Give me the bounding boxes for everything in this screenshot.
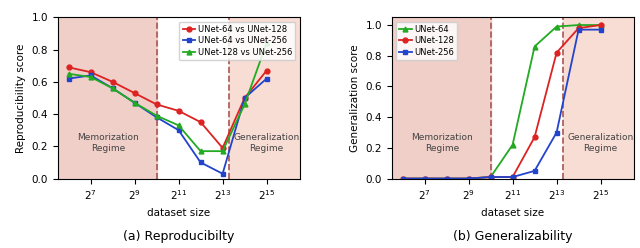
UNet-64: [420, 177, 428, 180]
UNet-64 vs UNet-128: [263, 69, 271, 72]
Title: (a) Reproducibilty: (a) Reproducibilty: [123, 230, 234, 243]
UNet-64 vs UNet-256: [219, 172, 227, 175]
UNet-64 vs UNet-128: [219, 146, 227, 149]
UNet-256: [531, 169, 538, 172]
Line: UNet-128: UNet-128: [400, 23, 603, 181]
Text: Memorization
Regime: Memorization Regime: [412, 133, 473, 153]
UNet-64 vs UNet-256: [131, 101, 138, 104]
UNet-64: [596, 24, 604, 27]
UNet-64: [509, 143, 516, 146]
UNet-64: [465, 177, 472, 180]
UNet-128 vs UNet-256: [219, 150, 227, 153]
X-axis label: dataset size: dataset size: [481, 208, 544, 218]
UNet-128: [575, 27, 582, 30]
UNet-64 vs UNet-128: [65, 66, 72, 69]
UNet-64 vs UNet-128: [241, 96, 248, 99]
UNet-256: [509, 176, 516, 179]
UNet-256: [465, 177, 472, 180]
UNet-64 vs UNet-128: [153, 103, 161, 106]
UNet-64 vs UNet-256: [153, 116, 161, 119]
UNet-64: [575, 24, 582, 27]
UNet-128 vs UNet-256: [131, 101, 138, 104]
UNet-64: [399, 177, 406, 180]
UNet-64 vs UNet-256: [87, 74, 95, 77]
UNet-128: [596, 24, 604, 27]
UNet-128 vs UNet-256: [87, 75, 95, 78]
UNet-64 vs UNet-256: [175, 129, 182, 132]
Line: UNet-64 vs UNet-256: UNet-64 vs UNet-256: [66, 73, 269, 176]
UNet-128 vs UNet-256: [153, 114, 161, 117]
Line: UNet-256: UNet-256: [400, 27, 603, 181]
Line: UNet-64: UNet-64: [400, 23, 603, 181]
Text: Generalization
Regime: Generalization Regime: [568, 133, 634, 153]
UNet-128: [487, 176, 495, 179]
Line: UNet-64 vs UNet-128: UNet-64 vs UNet-128: [66, 65, 269, 150]
Bar: [58, 17, 157, 179]
UNet-256: [596, 28, 604, 31]
UNet-64 vs UNet-256: [65, 77, 72, 80]
UNet-64: [531, 45, 538, 48]
UNet-128 vs UNet-256: [109, 87, 116, 90]
UNet-64 vs UNet-128: [131, 92, 138, 94]
UNet-256: [487, 176, 495, 179]
Text: Generalization
Regime: Generalization Regime: [234, 133, 300, 153]
UNet-128: [420, 177, 428, 180]
UNet-128 vs UNet-256: [65, 72, 72, 75]
UNet-64 vs UNet-256: [241, 96, 248, 99]
UNet-64: [553, 25, 561, 28]
UNet-64: [443, 177, 451, 180]
UNet-128: [509, 176, 516, 179]
UNet-128 vs UNet-256: [263, 42, 271, 45]
UNet-64 vs UNet-256: [263, 77, 271, 80]
UNet-128: [553, 51, 561, 54]
UNet-256: [553, 131, 561, 134]
UNet-64 vs UNet-128: [109, 80, 116, 83]
UNet-64: [487, 176, 495, 179]
UNet-128 vs UNet-256: [196, 150, 204, 153]
Y-axis label: Generalization score: Generalization score: [350, 44, 360, 152]
UNet-64 vs UNet-128: [175, 109, 182, 112]
Legend: UNet-64 vs UNet-128, UNet-64 vs UNet-256, UNet-128 vs UNet-256: UNet-64 vs UNet-128, UNet-64 vs UNet-256…: [179, 22, 296, 60]
Bar: [229, 17, 300, 179]
UNet-128: [531, 136, 538, 139]
UNet-256: [443, 177, 451, 180]
UNet-64 vs UNet-256: [196, 161, 204, 164]
Title: (b) Generalizability: (b) Generalizability: [453, 230, 572, 243]
UNet-128 vs UNet-256: [175, 124, 182, 127]
Bar: [563, 17, 634, 179]
UNet-256: [420, 177, 428, 180]
Legend: UNet-64, UNet-128, UNet-256: UNet-64, UNet-128, UNet-256: [396, 22, 458, 60]
UNet-64 vs UNet-128: [87, 71, 95, 74]
Y-axis label: Reproducibility score: Reproducibility score: [16, 43, 26, 153]
Bar: [392, 17, 491, 179]
UNet-128 vs UNet-256: [241, 103, 248, 106]
UNet-64 vs UNet-256: [109, 87, 116, 90]
UNet-128: [443, 177, 451, 180]
Text: Memorization
Regime: Memorization Regime: [77, 133, 139, 153]
UNet-128: [399, 177, 406, 180]
X-axis label: dataset size: dataset size: [147, 208, 210, 218]
UNet-64 vs UNet-128: [196, 121, 204, 124]
UNet-128: [465, 177, 472, 180]
Line: UNet-128 vs UNet-256: UNet-128 vs UNet-256: [66, 41, 269, 154]
UNet-256: [399, 177, 406, 180]
UNet-256: [575, 28, 582, 31]
